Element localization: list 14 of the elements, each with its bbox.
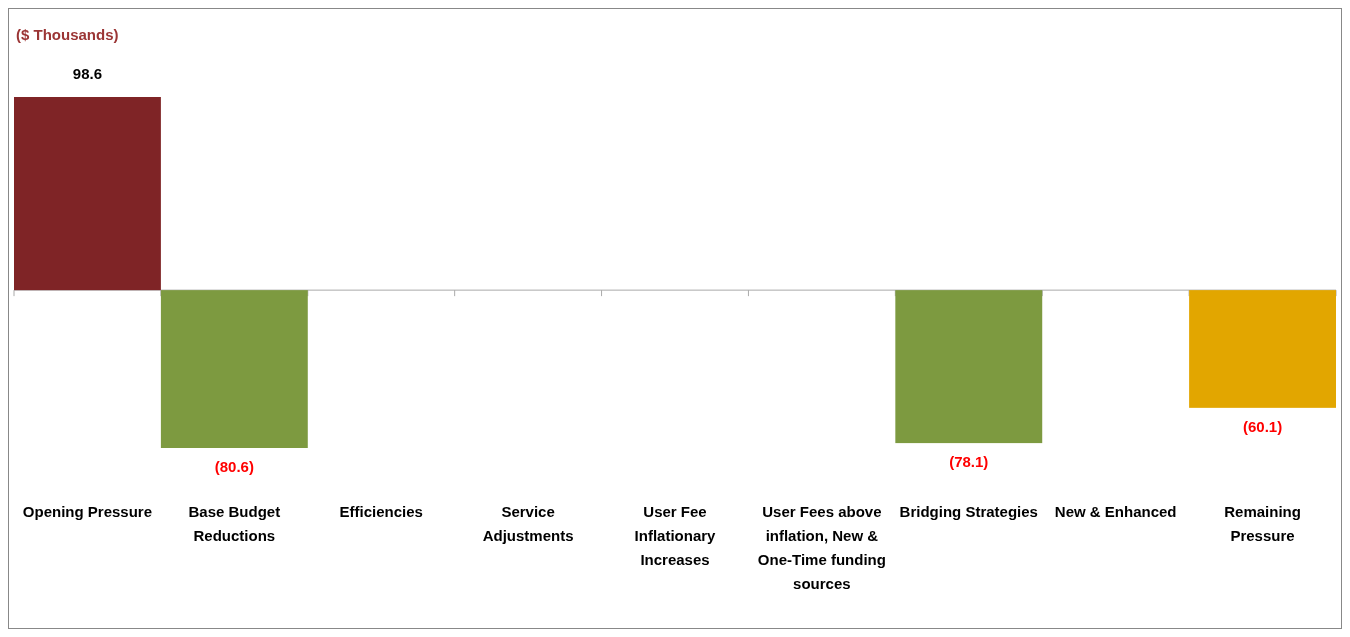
data-label: (60.1) bbox=[1242, 417, 1283, 435]
y-axis-title: ($ Thousands) bbox=[16, 26, 119, 43]
x-tick-label: User Fee Inflationary Increases bbox=[634, 503, 717, 568]
data-label: 98.6 bbox=[72, 65, 103, 82]
x-tick-label: Base Budget Reductions bbox=[188, 503, 281, 544]
x-tick-label: Bridging Strategies bbox=[899, 503, 1038, 520]
x-tick-label: New & Enhanced bbox=[1054, 503, 1177, 520]
x-tick-label: User Fees above inflation, New & One-Time funding sources bbox=[757, 503, 886, 592]
x-tick-label: Remaining Pressure bbox=[1224, 503, 1301, 544]
x-tick-label: Efficiencies bbox=[339, 503, 423, 520]
data-label: (80.6) bbox=[214, 458, 254, 475]
data-label: (78.1) bbox=[949, 453, 989, 471]
x-tick-label: Service Adjustments bbox=[482, 503, 574, 544]
x-tick-label: Opening Pressure bbox=[22, 503, 153, 520]
